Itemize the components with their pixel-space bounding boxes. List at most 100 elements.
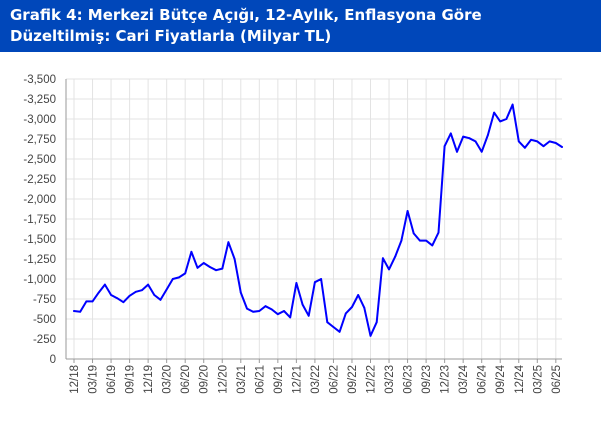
x-tick-label: 06/25 [551,365,563,394]
data-point [456,150,458,153]
x-tick-label: 09/22 [347,365,359,394]
data-point [487,134,489,136]
data-point [283,310,285,312]
x-tick-label: 12/19 [143,365,155,394]
data-point [202,262,205,264]
data-point [147,283,150,286]
data-point [153,294,156,296]
x-tick-label: 09/20 [199,365,211,394]
data-point [382,257,384,260]
x-tick-label: 09/21 [273,365,285,394]
grid-lines [66,78,562,359]
x-tick-label: 06/20 [180,365,192,394]
y-tick-label: -2,500 [23,154,56,166]
data-point [499,120,502,123]
x-tick-label: 12/23 [440,365,452,394]
x-tick-label: 06/24 [477,364,489,393]
data-point [462,135,465,138]
data-point [91,300,94,303]
data-point [196,266,199,269]
x-tick-label: 12/24 [514,364,526,393]
data-point [233,258,236,260]
x-tick-label: 03/19 [88,365,100,394]
data-point [215,269,218,272]
y-tick-label: -3,250 [23,94,56,106]
x-tick-label: 03/20 [162,365,174,394]
data-point [165,288,168,291]
data-point [190,250,193,253]
data-point [338,330,341,333]
data-point [171,278,174,280]
data-point [375,321,378,324]
data-point [530,138,532,141]
data-point [524,146,526,149]
data-point [443,145,446,148]
x-tick-labels: 12/18 03/19 06/19 09/19 12/19 03/20 06/20 09/20… [69,364,563,393]
data-point [326,321,329,324]
data-point [178,276,180,279]
data-point [264,305,267,308]
data-point [332,326,335,328]
x-tick-label: 03/25 [532,365,544,394]
data-point [431,244,434,247]
data-point [419,239,421,242]
data-point [184,272,187,275]
data-point [493,111,495,114]
data-point [561,146,563,148]
data-point [134,290,137,293]
data-point [221,267,224,270]
line-chart: 0 -250 -500 -750 -1,000 -1,250 -1,500 -1,750 -2,… [23,74,563,394]
x-tick-label: 12/20 [217,365,229,394]
data-point [344,312,347,315]
y-tick-label: -3,000 [23,114,56,126]
data-point [406,210,409,212]
data-point [270,308,273,311]
y-tick-label: -500 [33,314,56,326]
chart-area: 0 -250 -500 -750 -1,000 -1,250 -1,500 -1,750 -2,… [0,52,601,423]
y-tick-label: -1,000 [23,274,56,286]
axes [65,79,562,363]
data-point [97,291,100,294]
data-point [307,314,310,317]
x-tick-label: 03/23 [384,365,396,394]
data-point [314,281,316,284]
x-tick-label: 12/18 [69,365,81,394]
x-tick-label: 09/19 [125,365,137,394]
x-tick-label: 03/22 [310,365,322,394]
data-point [548,140,551,143]
x-tick-label: 09/24 [495,364,507,393]
y-tick-labels: 0 -250 -500 -750 -1,000 -1,250 -1,500 -1,750 -2,… [23,74,56,366]
data-point [141,289,143,292]
data-point [474,140,477,143]
data-point [227,241,230,244]
data-point [301,303,304,306]
x-tick-label: 06/19 [106,365,118,394]
data-point [73,310,75,312]
data-point [412,232,415,235]
data-point [128,294,131,297]
data-point [85,300,88,303]
data-point [252,310,255,313]
y-tick-label: -1,500 [23,234,56,246]
data-point [363,306,366,309]
data-point [511,103,514,106]
data-point [258,310,261,312]
series-layer [73,103,563,337]
data-point [110,294,112,296]
data-point [351,306,353,308]
y-tick-label: -2,250 [23,174,56,186]
data-point [388,268,390,271]
data-point [517,140,520,143]
data-point [449,132,452,135]
data-point [480,150,483,153]
data-point [116,297,119,300]
data-point [320,278,322,280]
data-point [394,255,397,258]
data-point [209,266,211,268]
data-point [357,294,360,296]
x-tick-label: 06/23 [403,365,415,394]
chart-title-line-1: Grafik 4: Merkezi Bütçe Açığı, 12-Aylık,… [10,6,482,24]
x-tick-label: 03/24 [458,364,470,393]
series-line [73,103,563,337]
chart-title-line-2: Düzeltilmiş: Cari Fiyatlarla (Milyar TL) [10,27,332,45]
